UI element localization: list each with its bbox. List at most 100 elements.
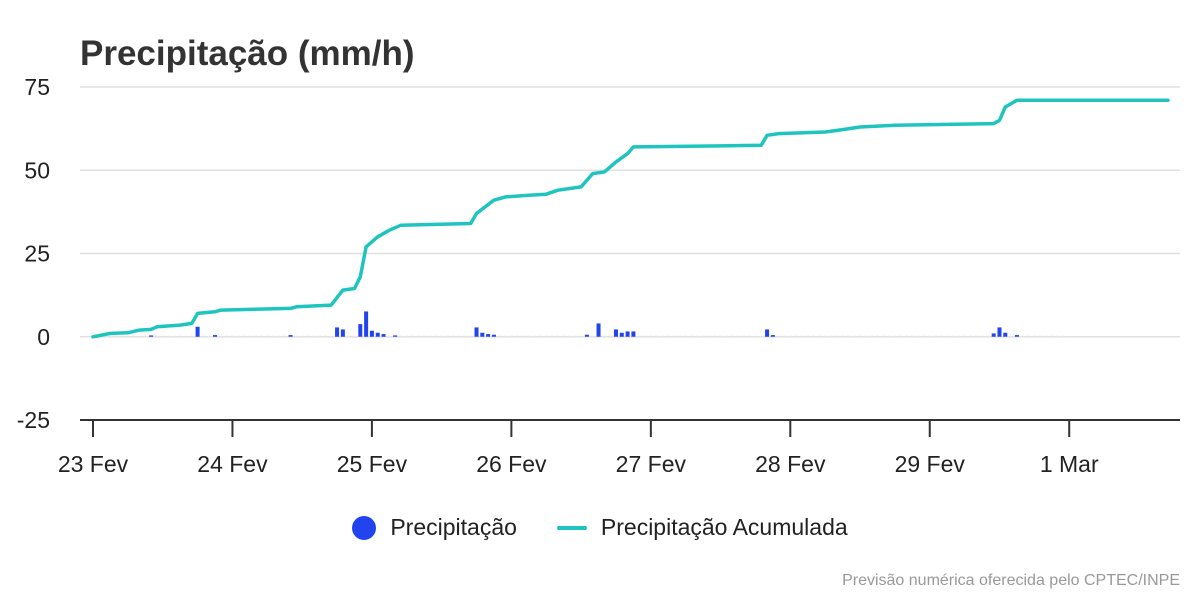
zero-marker xyxy=(672,335,676,338)
zero-marker xyxy=(695,335,699,338)
precipitation-bar xyxy=(765,329,770,337)
x-tick-label: 28 Fev xyxy=(755,451,826,477)
x-tick-label: 27 Fev xyxy=(616,451,687,477)
zero-marker xyxy=(823,335,827,338)
zero-marker xyxy=(1056,335,1060,338)
zero-marker xyxy=(1061,335,1065,338)
zero-marker xyxy=(910,335,914,338)
zero-marker xyxy=(434,335,438,338)
zero-marker xyxy=(411,335,415,338)
zero-marker xyxy=(643,335,647,338)
axis-labels: 75 50 25 0 -25 23 Fev 24 Fev 25 Fev 26 Fev 27 Fev… xyxy=(17,74,1099,477)
zero-marker xyxy=(457,335,461,338)
zero-marker xyxy=(190,335,194,338)
legend-item-precipitation[interactable]: Precipitação xyxy=(352,514,517,541)
zero-marker xyxy=(445,335,449,338)
accumulated-line xyxy=(91,98,1170,339)
chart-title: Precipitação (mm/h) xyxy=(80,34,415,73)
zero-marker xyxy=(161,335,165,338)
zero-marker xyxy=(498,335,502,338)
legend-dot-icon xyxy=(352,515,377,540)
zero-marker xyxy=(132,335,136,338)
zero-marker xyxy=(1021,335,1025,338)
zero-marker xyxy=(922,335,926,338)
precipitation-bar xyxy=(381,334,386,337)
zero-marker xyxy=(608,335,612,338)
y-tick-label: -25 xyxy=(17,407,50,433)
zero-marker xyxy=(713,335,717,338)
zero-marker xyxy=(323,335,327,338)
y-tick-label: 75 xyxy=(24,74,50,100)
accumulated-line-layer xyxy=(91,98,1170,339)
zero-marker xyxy=(236,335,240,338)
zero-marker xyxy=(759,335,763,338)
zero-marker xyxy=(690,335,694,338)
zero-marker xyxy=(422,335,426,338)
zero-marker xyxy=(463,335,467,338)
credits-text[interactable]: Previsão numérica oferecida pelo CPTEC/I… xyxy=(842,572,1180,589)
zero-marker xyxy=(887,335,891,338)
zero-marker xyxy=(312,335,316,338)
precipitation-bar xyxy=(358,324,363,337)
zero-marker xyxy=(440,335,444,338)
precipitation-bar xyxy=(213,335,218,337)
zero-marker xyxy=(1032,335,1036,338)
zero-marker xyxy=(143,335,147,338)
zero-marker xyxy=(201,335,205,338)
zero-marker xyxy=(306,335,310,338)
precipitation-bar xyxy=(149,335,154,337)
zero-marker xyxy=(184,335,188,338)
precipitation-bar xyxy=(375,332,380,337)
precipitation-bar xyxy=(613,329,618,337)
zero-marker xyxy=(405,335,409,338)
zero-marker xyxy=(980,335,984,338)
zero-marker xyxy=(219,335,223,338)
zero-marker xyxy=(800,335,804,338)
zero-marker xyxy=(294,335,298,338)
zero-marker xyxy=(928,335,932,338)
zero-marker xyxy=(968,335,972,338)
precipitation-bar xyxy=(997,327,1002,337)
zero-marker xyxy=(242,335,246,338)
legend-label-precipitation: Precipitação xyxy=(390,514,517,540)
zero-marker xyxy=(829,335,833,338)
zero-marker xyxy=(207,335,211,338)
zero-marker xyxy=(504,335,508,338)
zero-marker xyxy=(300,335,304,338)
zero-marker xyxy=(602,335,606,338)
zero-marker xyxy=(1009,335,1013,338)
zero-marker xyxy=(934,335,938,338)
zero-marker xyxy=(812,335,816,338)
zero-marker xyxy=(533,335,537,338)
zero-marker xyxy=(736,335,740,338)
zero-marker xyxy=(172,335,176,338)
zero-marker xyxy=(986,335,990,338)
zero-marker xyxy=(515,335,519,338)
zero-marker xyxy=(137,335,141,338)
zero-marker xyxy=(939,335,943,338)
zero-marker xyxy=(817,335,821,338)
zero-marker xyxy=(852,335,856,338)
zero-marker xyxy=(277,335,281,338)
x-tick-label: 23 Fev xyxy=(58,451,129,477)
precipitation-bar xyxy=(584,334,589,337)
precipitation-bar xyxy=(486,334,491,337)
zero-marker xyxy=(108,335,112,338)
zero-marker xyxy=(230,335,234,338)
zero-marker xyxy=(126,335,130,338)
legend-item-accumulated[interactable]: Precipitação Acumulada xyxy=(556,514,848,541)
zero-marker xyxy=(905,335,909,338)
zero-marker xyxy=(893,335,897,338)
zero-marker xyxy=(544,335,548,338)
precipitation-bar xyxy=(625,331,630,337)
precipitation-bar xyxy=(340,329,345,337)
y-tick-label: 25 xyxy=(24,241,50,267)
x-tick-label: 25 Fev xyxy=(337,451,408,477)
zero-marker xyxy=(416,335,420,338)
precipitation-bar xyxy=(770,335,775,337)
zero-marker xyxy=(387,335,391,338)
zero-marker xyxy=(155,335,159,338)
zero-marker xyxy=(655,335,659,338)
zero-marker xyxy=(1038,335,1042,338)
